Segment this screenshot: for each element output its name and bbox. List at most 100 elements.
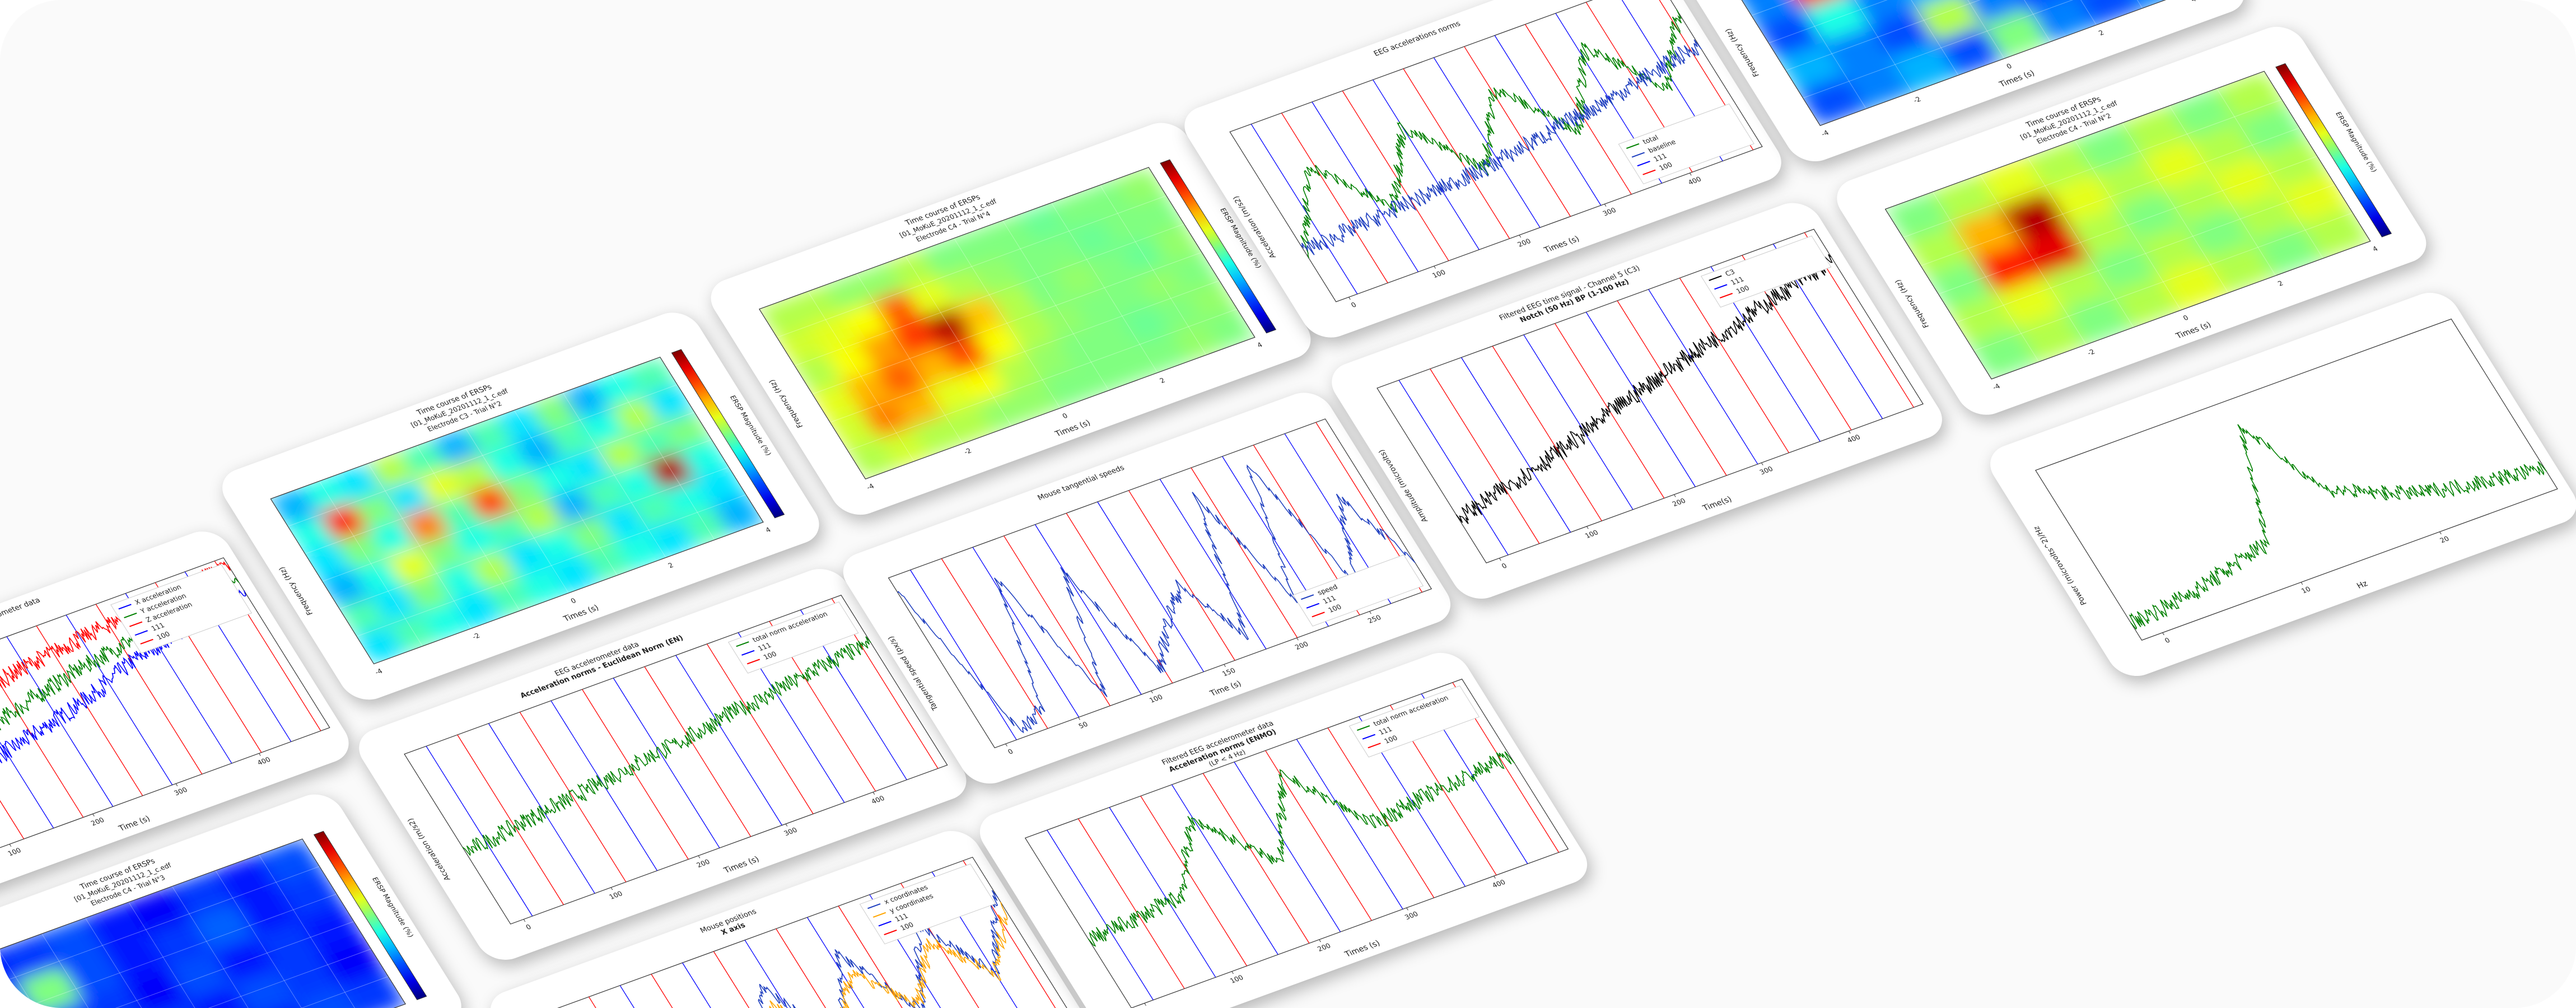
grid-line: [85, 917, 189, 1008]
x-tick-label: 300: [782, 826, 799, 837]
grid-line: [1920, 127, 2300, 267]
x-tick: [1319, 939, 1321, 942]
x-tick-label: 300: [1601, 206, 1617, 217]
event-marker-line: [941, 558, 1048, 729]
x-tick-label: 100: [608, 890, 624, 901]
legend-box: [1348, 685, 1480, 758]
heatmap-cell: [0, 932, 64, 984]
grid-line: [0, 949, 102, 1008]
grid-line: [1762, 0, 1866, 109]
x-tick-label: 2: [666, 561, 675, 570]
x-tick: [1674, 494, 1676, 497]
x-tick: [1151, 690, 1153, 694]
x-tick-label: 10: [2300, 585, 2312, 595]
legend-swatch: [1709, 275, 1722, 281]
legend-swatch: [878, 921, 892, 927]
heatmap-cell: [1982, 7, 2052, 60]
y-axis-label: Frequency (Hz): [278, 566, 315, 616]
legend-swatch: [1631, 152, 1645, 158]
x-tick-label: 300: [1403, 910, 1420, 921]
heatmap-cell: [127, 885, 195, 937]
grid-line: [2074, 140, 2181, 310]
grid-line: [0, 893, 337, 1008]
heatmap-cell: [2252, 223, 2325, 277]
grid-line: [829, 280, 1220, 423]
grid-line: [215, 870, 319, 1008]
grid-line: [6, 921, 354, 1008]
heatmap-cell: [83, 900, 151, 953]
x-tick-label: 200: [695, 858, 711, 869]
grid-line: [1803, 0, 2172, 99]
grid-line: [465, 428, 569, 594]
x-tick: [1499, 558, 1501, 561]
event-marker-line: [1492, 346, 1602, 521]
legend-swatch: [1637, 161, 1650, 167]
legend-swatch: [124, 613, 137, 618]
heatmap-cell: [2158, 257, 2230, 312]
y-axis-label: Acceleration (m/s2): [406, 817, 452, 881]
event-marker-line: [1097, 501, 1205, 672]
grid-line: [1980, 174, 2087, 345]
x-tick-label: 400: [1846, 433, 1862, 445]
x-tick-label: 4: [2189, 0, 2197, 3]
y-axis-label: Frequency (Hz): [1893, 278, 1931, 329]
plot-area: [535, 856, 1080, 1008]
heatmap-cell: [319, 936, 387, 988]
y-axis-label: Frequency (Hz): [1724, 27, 1761, 78]
legend-swatch: [118, 604, 132, 610]
heatmap-cell: [2205, 240, 2278, 295]
x-tick-label: 150: [1221, 666, 1237, 678]
series-line: [462, 636, 871, 856]
x-axis-label: Time (s): [116, 814, 152, 833]
heatmap-cell: [2028, 0, 2098, 44]
chart-svg: Time course of ERSPs[01_MoKuE_20201112_1…: [758, 159, 1277, 491]
grid-line: [2027, 157, 2134, 328]
x-axis-label: Times (s): [1053, 418, 1093, 438]
legend-swatch: [741, 650, 755, 656]
x-tick-label: -4: [1991, 382, 2002, 391]
event-marker-line: [806, 917, 914, 1008]
event-marker-line: [644, 666, 752, 837]
grid-line: [562, 392, 666, 558]
grid-line: [367, 463, 472, 629]
event-marker-line: [1159, 479, 1267, 650]
chart-card-heatmap-c3: Time course of ERSPs [01_MoKuE_20201112_1…: [212, 306, 829, 707]
legend-swatch: [1356, 725, 1370, 731]
heatmap-cell: [278, 870, 346, 922]
x-axis-label: Times (s): [1542, 235, 1581, 255]
legend-swatch: [736, 641, 749, 647]
grid-line: [1973, 212, 2353, 351]
x-tick: [2439, 531, 2442, 535]
grid-line: [856, 273, 963, 444]
x-tick-label: 200: [90, 816, 106, 827]
series-line: [897, 464, 1416, 734]
grid-line: [1956, 184, 2335, 323]
grid-line: [287, 384, 678, 527]
event-marker-line: [1250, 124, 1358, 295]
grid-line: [1768, 0, 2138, 44]
heatmap-cell: [1936, 24, 2006, 77]
chart-svg: Raw EEG accelerometer data0100200300400T…: [0, 557, 330, 880]
grid-line: [611, 375, 715, 540]
legend-swatch: [1312, 612, 1325, 618]
plot-area: [758, 167, 1256, 480]
x-tick: [1494, 876, 1496, 879]
x-tick: [1369, 611, 1371, 614]
y-axis-label: Frequency (Hz): [768, 379, 805, 429]
x-tick: [1519, 235, 1522, 238]
grid-line: [2216, 88, 2323, 259]
event-marker-line: [1047, 830, 1154, 1000]
heatmap-cell: [1889, 41, 1960, 94]
legend-swatch: [129, 621, 143, 627]
x-tick-label: 400: [256, 755, 272, 767]
chart-card-heatmap-c4: Time course of ERSPs [01_MoKuE_20201112_1…: [701, 116, 1320, 522]
x-tick-label: 400: [1687, 175, 1703, 186]
plot-area: [2035, 318, 2558, 641]
event-marker-line: [1523, 334, 1634, 510]
x-tick-label: 100: [1229, 974, 1245, 985]
heatmap-cell: [232, 968, 300, 1008]
event-marker-line: [95, 604, 203, 774]
event-marker-line: [0, 658, 54, 829]
plot-area: [1024, 678, 1569, 1008]
